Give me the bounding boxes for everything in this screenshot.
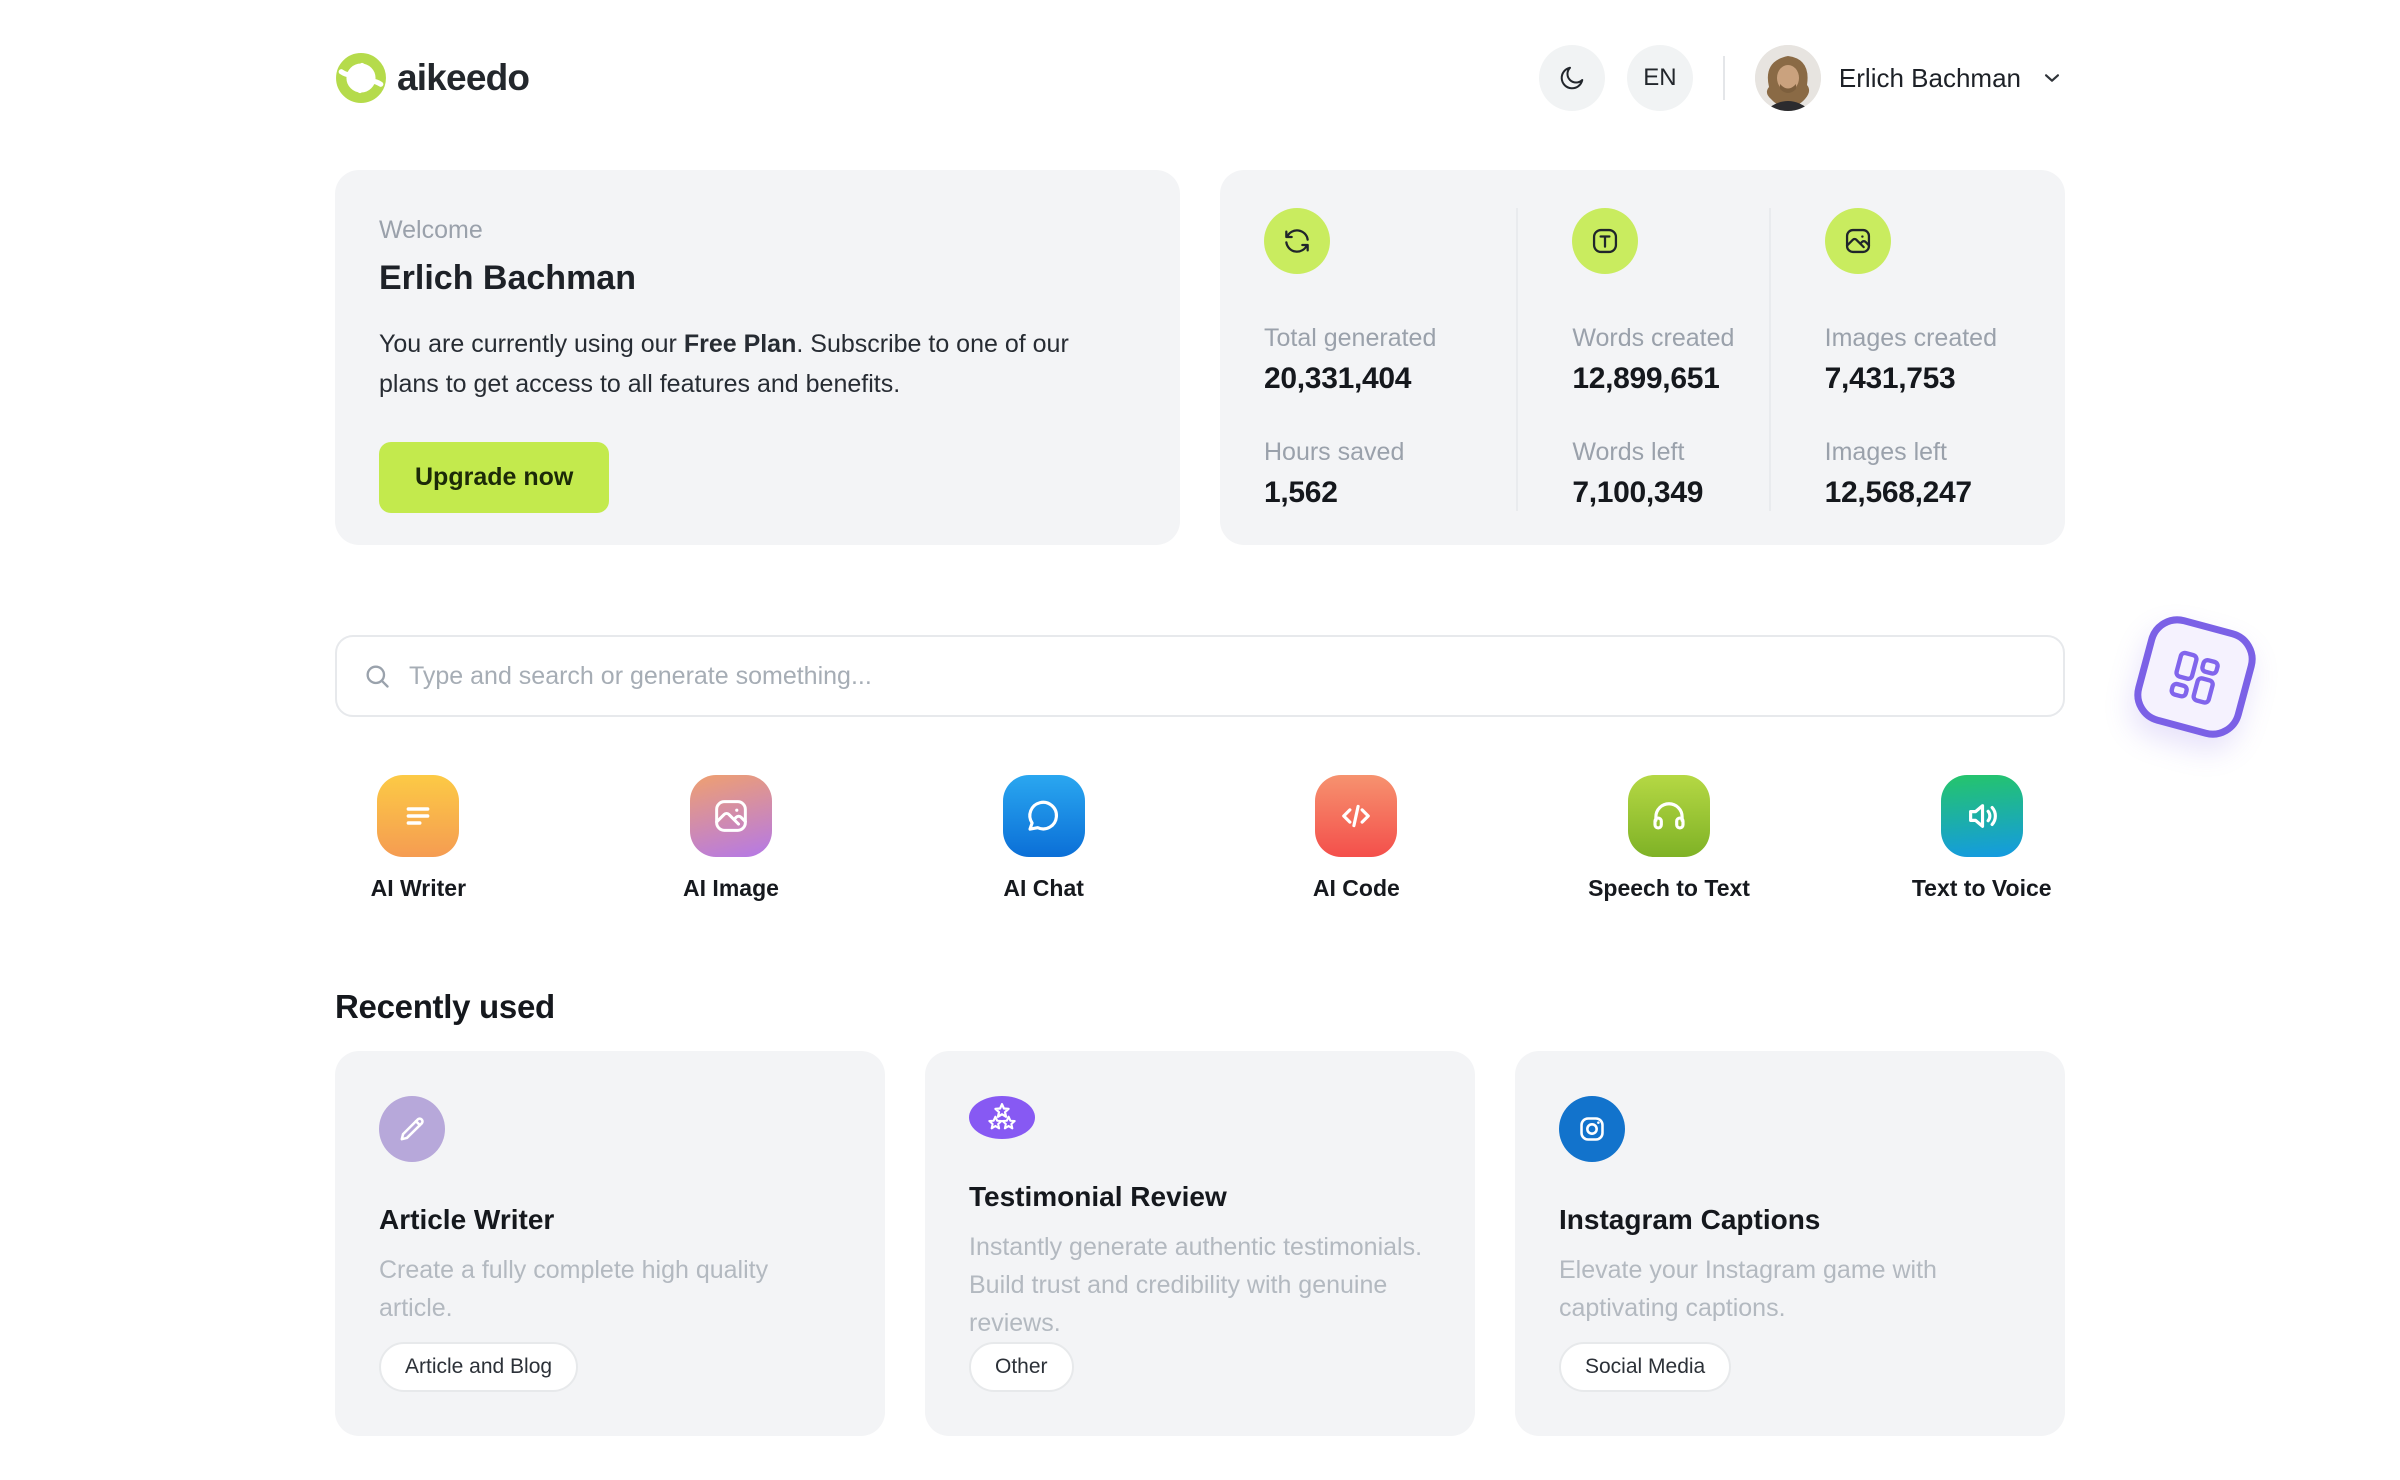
- stat-value: 1,562: [1264, 476, 1338, 509]
- tool-item-speech-to-text[interactable]: Speech to Text: [1586, 775, 1753, 902]
- brand-swirl-icon: [335, 52, 387, 104]
- user-name: Erlich Bachman: [1838, 62, 2021, 93]
- welcome-user-name: Erlich Bachman: [379, 259, 636, 297]
- search-bar: [335, 635, 2065, 717]
- header-divider: [1722, 56, 1725, 100]
- image-icon: [1824, 208, 1891, 274]
- header-controls: EN Erlich Bachman: [1538, 45, 2065, 111]
- stat-label: Total generated: [1264, 324, 1437, 352]
- stat-column-generated: Total generated 20,331,404 Hours saved 1…: [1264, 208, 1516, 511]
- recent-card-title: Article Writer: [379, 1204, 555, 1235]
- writer-lines-icon: [377, 775, 460, 857]
- speaker-icon: [1940, 775, 2023, 857]
- top-cards-row: Welcome Erlich Bachman You are currently…: [335, 170, 2065, 545]
- dashboard-widget-button[interactable]: [2127, 609, 2263, 745]
- stat-value: 7,100,349: [1572, 476, 1704, 509]
- recently-used-heading: Recently used: [335, 988, 555, 1025]
- stat-label: Words created: [1572, 324, 1735, 352]
- tools-row: AI Writer AI Image AI Chat: [335, 775, 2065, 902]
- header: aikeedo EN: [335, 0, 2065, 112]
- plan-name: Free Plan: [683, 330, 797, 358]
- tool-item-text-to-voice[interactable]: Text to Voice: [1898, 775, 2065, 902]
- stat-value: 12,568,247: [1824, 476, 1972, 509]
- tool-label: AI Writer: [370, 875, 467, 901]
- search-input[interactable]: [409, 661, 2037, 691]
- image-icon: [689, 775, 772, 857]
- brand-logo[interactable]: aikeedo: [335, 52, 530, 104]
- headphones-icon: [1628, 775, 1710, 857]
- stat-label: Hours saved: [1264, 438, 1405, 466]
- language-button[interactable]: EN: [1626, 45, 1693, 111]
- recent-card-description: Elevate your Instagram game with captiva…: [1559, 1256, 1937, 1322]
- moon-icon: [1557, 63, 1587, 93]
- recent-card-tag: Social Media: [1559, 1342, 1732, 1392]
- recent-card-testimonial-review[interactable]: Testimonial Review Instantly generate au…: [925, 1051, 1475, 1436]
- text-icon: [1572, 208, 1639, 274]
- stat-value: 7,431,753: [1824, 362, 1956, 395]
- recent-card-title: Testimonial Review: [969, 1181, 1227, 1212]
- tool-label: Speech to Text: [1588, 875, 1750, 901]
- recent-card-description: Create a fully complete high quality art…: [379, 1256, 769, 1322]
- tool-label: AI Image: [683, 875, 779, 901]
- stat-column-images: Images created 7,431,753 Images left 12,…: [1768, 208, 2021, 511]
- sync-icon: [1264, 208, 1330, 274]
- tool-item-ai-chat[interactable]: AI Chat: [960, 775, 1127, 902]
- usage-stats-card: Total generated 20,331,404 Hours saved 1…: [1220, 170, 2065, 545]
- tool-label: AI Chat: [1003, 875, 1084, 901]
- welcome-card: Welcome Erlich Bachman You are currently…: [335, 170, 1180, 545]
- brand-name: aikeedo: [397, 57, 530, 98]
- welcome-label: Welcome: [379, 216, 483, 244]
- chevron-down-icon: [2039, 65, 2065, 91]
- tool-item-ai-code[interactable]: AI Code: [1273, 775, 1440, 902]
- chat-bubble-icon: [1002, 775, 1085, 857]
- tool-item-ai-image[interactable]: AI Image: [648, 775, 815, 902]
- tool-label: AI Code: [1312, 875, 1400, 901]
- stat-column-words: Words created 12,899,651 Words left 7,10…: [1516, 208, 1768, 511]
- recent-card-article-writer[interactable]: Article Writer Create a fully complete h…: [335, 1051, 885, 1436]
- stat-value: 20,331,404: [1264, 362, 1412, 395]
- upgrade-button[interactable]: Upgrade now: [379, 442, 610, 513]
- theme-toggle-button[interactable]: [1538, 45, 1605, 111]
- dashboard-grid-icon: [2157, 639, 2233, 715]
- tool-label: Text to Voice: [1911, 875, 2052, 901]
- recent-card-instagram-captions[interactable]: Instagram Captions Elevate your Instagra…: [1515, 1051, 2065, 1436]
- recent-card-title: Instagram Captions: [1559, 1204, 1821, 1235]
- recent-card-tag: Article and Blog: [379, 1342, 579, 1392]
- stat-label: Images created: [1824, 324, 1997, 352]
- plan-message: You are currently using our Free Plan. S…: [379, 330, 1069, 398]
- search-icon: [363, 662, 391, 690]
- recent-card-description: Instantly generate authentic testimonial…: [969, 1233, 1423, 1337]
- stat-value: 12,899,651: [1572, 362, 1720, 395]
- recent-card-tag: Other: [969, 1342, 1074, 1392]
- instagram-icon: [1559, 1096, 1625, 1162]
- code-icon: [1315, 775, 1398, 857]
- user-menu[interactable]: Erlich Bachman: [1754, 45, 2065, 111]
- recently-used-row: Article Writer Create a fully complete h…: [335, 1051, 2065, 1436]
- tool-item-ai-writer[interactable]: AI Writer: [335, 775, 502, 902]
- stat-label: Images left: [1824, 438, 1947, 466]
- stars-icon: [969, 1096, 1035, 1139]
- pencil-icon: [379, 1096, 445, 1162]
- avatar: [1754, 45, 1821, 111]
- stat-label: Words left: [1572, 438, 1685, 466]
